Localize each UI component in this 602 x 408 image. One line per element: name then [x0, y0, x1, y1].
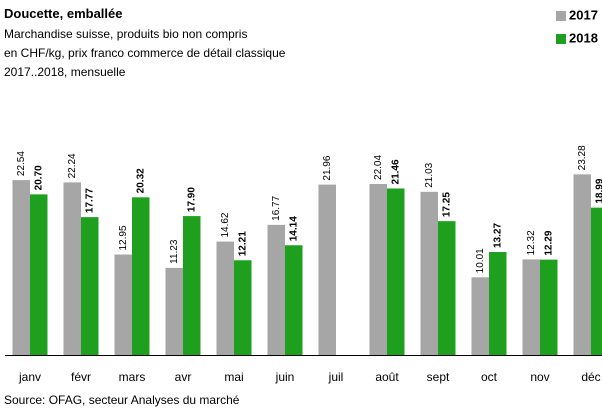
bar: [420, 191, 438, 355]
value-label: 11.23: [169, 239, 180, 264]
value-label: 16.77: [271, 195, 282, 220]
x-tick-label: déc: [581, 370, 600, 384]
value-label: 21.03: [424, 162, 435, 187]
bar: [30, 194, 48, 355]
bar: [387, 188, 405, 355]
value-label: 20.32: [135, 168, 146, 193]
bar: [63, 182, 81, 355]
x-tick-label: sept: [427, 370, 450, 384]
x-tick-label: avr: [175, 370, 192, 384]
bar: [573, 174, 591, 355]
value-label: 22.04: [373, 155, 384, 180]
subtitle: Marchandise suisse, produits bio non com…: [4, 27, 247, 41]
x-tick-label: janv: [18, 370, 41, 384]
value-label: 13.27: [492, 223, 503, 248]
value-label: 21.46: [390, 159, 401, 184]
bar: [285, 245, 303, 355]
bar: [318, 184, 336, 355]
value-label: 12.29: [543, 230, 554, 255]
legend-label: 2018: [569, 30, 598, 45]
value-label: 23.28: [577, 145, 588, 170]
bar: [591, 207, 602, 355]
x-tick-label: août: [375, 370, 399, 384]
value-label: 14.62: [220, 212, 231, 237]
x-tick-label: nov: [530, 370, 549, 384]
bar: [165, 267, 183, 355]
bar: [114, 254, 132, 355]
value-label: 12.95: [118, 225, 129, 250]
value-label: 20.70: [33, 165, 44, 190]
x-tick-label: oct: [481, 370, 498, 384]
bar: [216, 241, 234, 355]
source: Source: OFAG, secteur Analyses du marché: [4, 393, 240, 407]
bar: [12, 180, 30, 355]
bar: [540, 259, 558, 355]
legend-swatch: [556, 34, 566, 44]
subtitle: en CHF/kg, prix franco commerce de détai…: [4, 46, 286, 60]
value-label: 22.54: [16, 151, 27, 176]
value-label: 17.77: [84, 188, 95, 213]
value-label: 22.24: [67, 153, 78, 178]
bar: [267, 224, 285, 355]
value-label: 14.14: [288, 216, 299, 241]
x-tick-label: mars: [119, 370, 146, 384]
legend-label: 2017: [569, 7, 598, 22]
x-tick-label: juil: [328, 370, 344, 384]
value-label: 17.90: [186, 187, 197, 212]
bar: [438, 221, 456, 355]
bar: [132, 197, 150, 355]
subtitle: 2017..2018, mensuelle: [4, 65, 126, 79]
x-tick-label: juin: [275, 370, 295, 384]
bar: [183, 216, 201, 355]
bar: [234, 260, 252, 355]
bar: [489, 252, 507, 355]
x-tick-label: mai: [224, 370, 243, 384]
value-label: 12.21: [237, 231, 248, 256]
value-label: 12.32: [526, 230, 537, 255]
bar: [369, 183, 387, 355]
value-label: 21.96: [322, 155, 333, 180]
bar: [522, 259, 540, 355]
legend-swatch: [556, 11, 566, 21]
value-label: 18.99: [594, 178, 602, 203]
value-label: 10.01: [475, 248, 486, 273]
x-tick-label: févr: [71, 370, 91, 384]
chart-title: Doucette, emballée: [4, 6, 123, 21]
bar: [471, 277, 489, 355]
bar: [81, 217, 99, 355]
value-label: 17.25: [441, 192, 452, 217]
